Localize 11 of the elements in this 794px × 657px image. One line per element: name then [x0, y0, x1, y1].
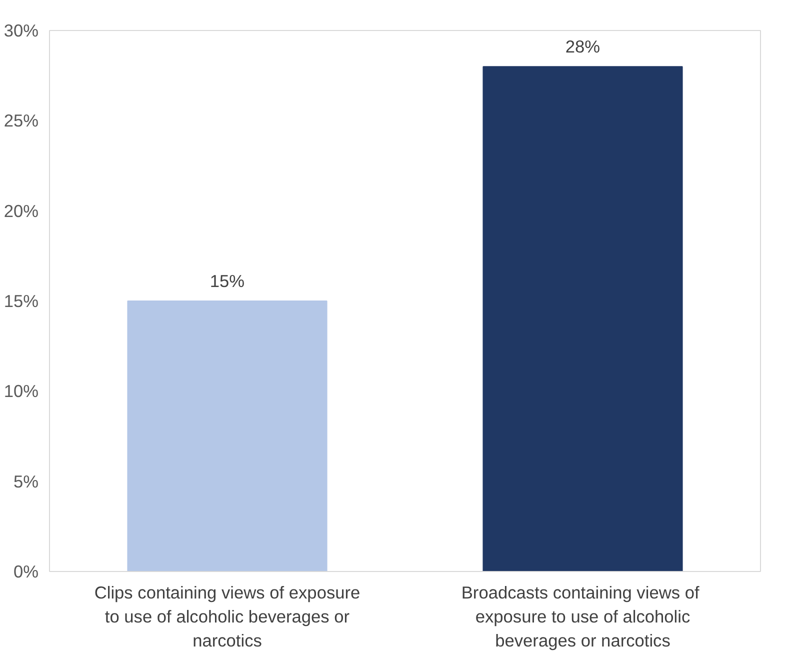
y-tick-label: 25%	[4, 110, 39, 131]
x-tick-label: Broadcasts containing views of exposure to use of alcoholic beverages or narcotics	[461, 582, 700, 650]
data-label: 28%	[565, 36, 600, 57]
y-tick-label: 15%	[4, 291, 39, 311]
y-tick-label: 0%	[13, 562, 38, 582]
y-tick-label: 30%	[4, 20, 39, 40]
y-tick-label: 20%	[4, 200, 39, 221]
x-tick-label: Clips containing views of exposure to use of alcoholic beverages or narcotics	[94, 582, 360, 650]
y-tick-label: 10%	[4, 381, 39, 402]
data-label: 15%	[210, 271, 245, 291]
y-tick-label: 5%	[13, 471, 38, 492]
